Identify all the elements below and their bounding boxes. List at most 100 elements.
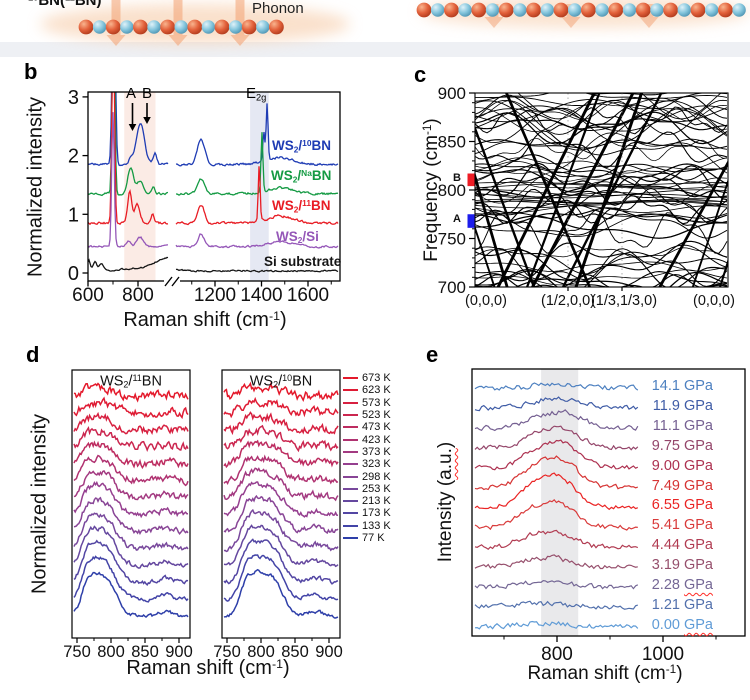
series-label-ws2-11bn: WS2/11BN bbox=[272, 198, 331, 215]
panel-d-letter: d bbox=[26, 342, 40, 367]
series-label-si-substrate: Si substrate bbox=[264, 254, 342, 269]
legend-temperature-label: 573 K bbox=[362, 396, 391, 409]
boron-atom bbox=[416, 2, 432, 18]
legend-color-line bbox=[343, 377, 358, 380]
pressure-spectrum-curve bbox=[474, 409, 639, 432]
svg-text:(1/2,0,0): (1/2,0,0) bbox=[541, 293, 595, 309]
svg-text:800: 800 bbox=[122, 285, 154, 306]
pressure-spectrum-curve bbox=[474, 529, 639, 550]
pressure-spectrum-curve bbox=[474, 472, 639, 511]
peak-a-annotation: A bbox=[125, 85, 137, 102]
legend-temperature-label: 423 K bbox=[362, 433, 391, 446]
legend-temperature-label: 623 K bbox=[362, 384, 391, 397]
legend-color-line bbox=[343, 438, 358, 441]
legend-item: 673 K bbox=[343, 372, 391, 384]
svg-text:900: 900 bbox=[165, 643, 193, 661]
branch-a-marker-label: A bbox=[453, 213, 461, 225]
legend-temperature-label: 473 K bbox=[362, 421, 391, 434]
nitrogen-atom bbox=[485, 3, 500, 17]
boron-atom bbox=[133, 19, 148, 35]
legend-item: 133 K bbox=[343, 520, 391, 532]
svg-text:(1/3,1/3,0): (1/3,1/3,0) bbox=[591, 293, 657, 309]
pressure-unit: GPa bbox=[683, 616, 713, 633]
spectrum-curve bbox=[88, 92, 339, 226]
pressure-unit: GPa bbox=[683, 537, 713, 554]
nitrogen-atom bbox=[120, 20, 134, 34]
legend-color-line bbox=[343, 537, 358, 539]
nitrogen-atom bbox=[92, 20, 107, 34]
legend-color-line bbox=[343, 512, 358, 515]
temperature-spectrum-curve bbox=[73, 469, 189, 501]
svg-text:900: 900 bbox=[438, 84, 466, 103]
pressure-spectrum-curve bbox=[474, 455, 638, 491]
pressure-label: 5.41 GPa bbox=[651, 517, 713, 534]
svg-text:850: 850 bbox=[438, 133, 466, 152]
svg-text:1600: 1600 bbox=[287, 285, 329, 306]
temperature-spectrum-curve bbox=[223, 424, 339, 453]
nitrogen-atom bbox=[513, 3, 527, 17]
nitrogen-atom bbox=[705, 3, 719, 17]
temperature-spectrum-curve bbox=[223, 467, 339, 502]
pressure-spectrum-curve bbox=[474, 554, 638, 570]
panel-e-letter: e bbox=[426, 342, 439, 367]
series-label-ws2-nabn: WS2/NaBN bbox=[271, 168, 332, 185]
legend-color-line bbox=[343, 450, 358, 453]
temperature-spectrum-curve bbox=[223, 411, 339, 436]
pressure-label: 7.49 GPa bbox=[651, 477, 713, 494]
pressure-unit: GPa bbox=[683, 517, 713, 534]
nitrogen-atom bbox=[147, 20, 161, 34]
legend-temperature-label: 77 K bbox=[362, 532, 385, 544]
panel-c-phonon-dispersion: 700 750 800 850 900 (0,0,0) (1/2,0,0)(1/3,1/3,… bbox=[438, 84, 735, 309]
legend-color-line bbox=[343, 500, 358, 503]
svg-text:750: 750 bbox=[63, 643, 91, 661]
temperature-spectrum-curve bbox=[73, 525, 189, 569]
temperature-spectrum-curve bbox=[223, 494, 339, 535]
legend-color-line bbox=[343, 389, 358, 392]
boron-atom bbox=[581, 2, 596, 18]
boron-atom bbox=[663, 2, 678, 18]
e2g-annotation: E2g bbox=[246, 85, 267, 103]
temperature-spectrum-curve bbox=[73, 512, 189, 551]
temperature-spectrum-curve bbox=[73, 425, 189, 453]
boron-atom bbox=[444, 2, 459, 18]
panel-c-ylabel: Frequency (cm-1) bbox=[421, 118, 443, 262]
legend-temperature-label: 253 K bbox=[362, 482, 391, 495]
pressure-unit: GPa bbox=[683, 397, 713, 414]
nitrogen-atom bbox=[568, 3, 582, 17]
nitrogen-atom bbox=[256, 20, 270, 34]
branch-b-marker-label: B bbox=[453, 172, 461, 184]
legend-color-line bbox=[343, 426, 358, 429]
pressure-unit: GPa bbox=[683, 577, 713, 593]
temperature-spectrum-curve bbox=[73, 496, 189, 536]
pressure-unit: GPa bbox=[683, 437, 713, 454]
temperature-spectrum-curve bbox=[73, 440, 189, 470]
temperature-spectrum-curve bbox=[223, 439, 339, 469]
pressure-label: 9.75 GPa bbox=[651, 437, 713, 454]
panel-a-phonon-label: Phonon bbox=[252, 0, 304, 17]
pressure-unit: GPa bbox=[683, 378, 713, 394]
svg-text:600: 600 bbox=[72, 285, 104, 306]
legend-item: 323 K bbox=[343, 458, 391, 470]
svg-text:(0,0,0): (0,0,0) bbox=[693, 293, 735, 309]
svg-text:1400: 1400 bbox=[240, 285, 282, 306]
panel-d-temperature-raman: 750 800 850 900 750 800 850 900 bbox=[63, 369, 343, 661]
boron-atom bbox=[160, 19, 176, 35]
nitrogen-atom bbox=[201, 20, 216, 34]
svg-text:750: 750 bbox=[438, 230, 466, 249]
panel-d-xlabel: Raman shift (cm-1) bbox=[126, 657, 290, 680]
pressure-spectrum-curve bbox=[474, 498, 638, 531]
svg-text:800: 800 bbox=[247, 643, 275, 661]
legend-item: 523 K bbox=[343, 409, 391, 421]
boron-atom bbox=[471, 2, 487, 18]
svg-text:2: 2 bbox=[68, 146, 79, 168]
pressure-label: 6.55 GPa bbox=[651, 497, 713, 514]
boron-atom bbox=[187, 19, 203, 35]
branch-marker bbox=[467, 173, 475, 187]
au-spellcheck-underline: a.u. bbox=[435, 448, 457, 480]
legend-item: 373 K bbox=[343, 446, 391, 458]
pressure-label: 2.28 GPa bbox=[651, 577, 713, 593]
svg-text:1: 1 bbox=[68, 204, 79, 226]
phonon-arrow-icon bbox=[639, 4, 659, 28]
